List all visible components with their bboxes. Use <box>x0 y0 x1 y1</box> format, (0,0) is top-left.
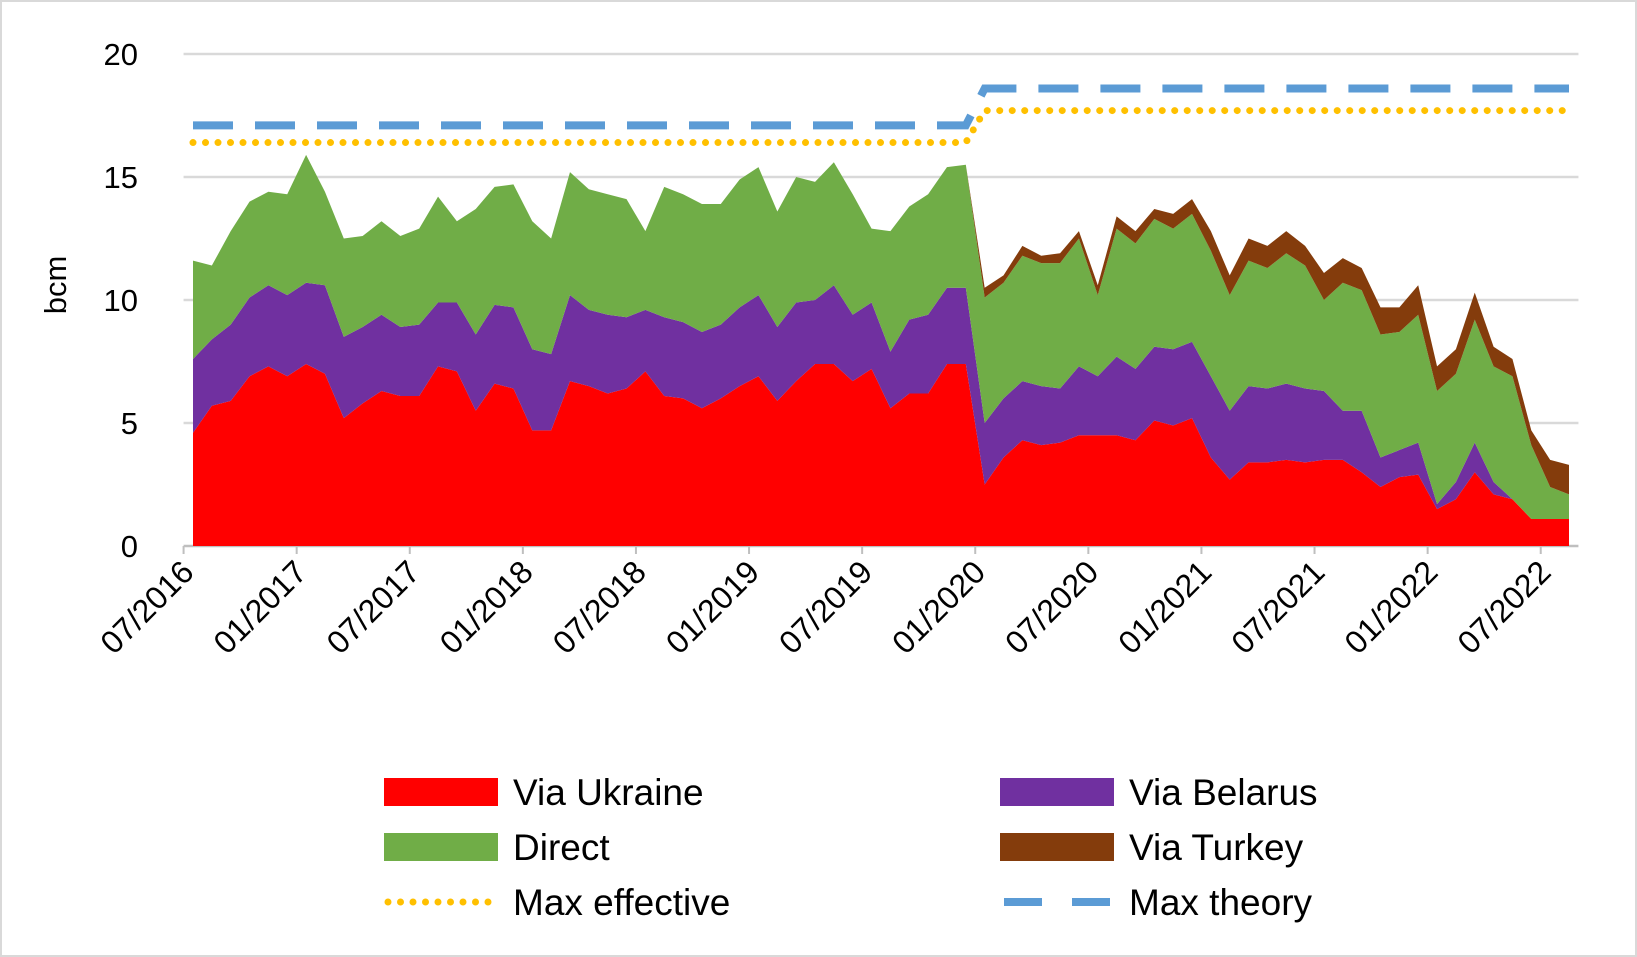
x-tick-label: 07/2018 <box>546 553 653 660</box>
y-tick-label: 20 <box>104 37 138 72</box>
x-tick-label: 07/2022 <box>1450 553 1557 660</box>
legend-swatch <box>384 778 498 806</box>
x-tick-label: 01/2018 <box>433 553 540 660</box>
legend-item: Max effective <box>384 882 730 923</box>
x-tick-label: 01/2022 <box>1337 553 1444 660</box>
legend-label: Via Belarus <box>1129 772 1318 813</box>
legend: Via Ukraine Via Belarus Direct Via Turkey Ma… <box>384 772 1318 923</box>
x-tick-label: 07/2019 <box>772 553 879 660</box>
legend-label: Max effective <box>513 882 730 923</box>
x-axis-ticks: 07/2016 01/2017 07/2017 01/2018 07/2018 01/20… <box>93 546 1558 661</box>
y-tick-label: 15 <box>104 160 138 195</box>
area-direct <box>193 154 1569 519</box>
legend-label: Via Turkey <box>1129 827 1304 868</box>
y-axis-ticks: 0 5 10 15 20 <box>104 37 138 564</box>
x-tick-label: 01/2021 <box>1111 553 1218 660</box>
y-tick-label: 5 <box>121 406 138 441</box>
legend-swatch <box>1000 833 1114 861</box>
line-series <box>189 84 1573 147</box>
y-axis-label: bcm <box>38 256 73 315</box>
legend-item: Via Ukraine <box>384 772 704 813</box>
y-tick-label: 0 <box>121 529 138 564</box>
y-tick-label: 10 <box>104 283 138 318</box>
x-tick-label: 01/2019 <box>659 553 766 660</box>
legend-label: Direct <box>513 827 610 868</box>
x-tick-label: 07/2017 <box>319 553 426 660</box>
area-via-ukraine <box>193 363 1569 546</box>
area-series <box>193 154 1569 546</box>
legend-item: Via Turkey <box>1000 827 1304 868</box>
legend-item: Direct <box>384 827 610 868</box>
legend-label: Via Ukraine <box>513 772 704 813</box>
x-tick-label: 07/2016 <box>93 553 200 660</box>
legend-swatch <box>384 833 498 861</box>
x-tick-label: 07/2020 <box>998 553 1105 660</box>
legend-label: Max theory <box>1129 882 1313 923</box>
area-via-belarus <box>193 282 1569 519</box>
x-tick-label: 07/2021 <box>1224 553 1331 660</box>
x-tick-label: 01/2017 <box>206 553 313 660</box>
legend-item: Via Belarus <box>1000 772 1318 813</box>
legend-swatch <box>1000 778 1114 806</box>
legend-item: Max theory <box>1004 882 1313 923</box>
line-max-theory <box>193 84 1569 130</box>
x-tick-label: 01/2020 <box>885 553 992 660</box>
line-max-effective <box>189 107 1573 147</box>
